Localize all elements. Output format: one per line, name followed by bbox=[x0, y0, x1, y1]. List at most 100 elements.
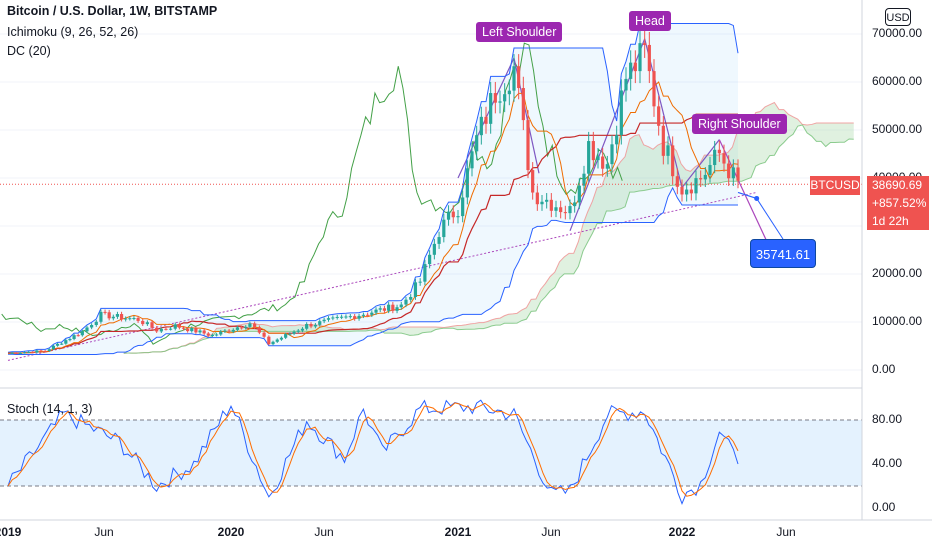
candle-body bbox=[643, 43, 647, 45]
candle-body bbox=[164, 328, 168, 330]
candle-body bbox=[675, 176, 679, 187]
candle-body bbox=[94, 321, 98, 326]
candle-body bbox=[159, 328, 163, 332]
candle-body bbox=[300, 328, 305, 331]
candle-body bbox=[370, 312, 374, 315]
price-axis-label: 20000.00 bbox=[872, 266, 923, 280]
candle-body bbox=[694, 178, 698, 194]
candle-body bbox=[103, 311, 107, 313]
candle-body bbox=[615, 135, 619, 145]
candle-body bbox=[465, 168, 469, 198]
candle-body bbox=[72, 335, 76, 340]
candle-body bbox=[391, 304, 395, 311]
stoch-legend[interactable]: Stoch (14, 1, 3) bbox=[7, 402, 93, 416]
candle-body bbox=[526, 120, 530, 171]
target-price-label[interactable]: 35741.61 bbox=[750, 239, 816, 268]
donchian-upper bbox=[7, 23, 739, 353]
candle-body bbox=[498, 101, 502, 103]
ichimoku-legend[interactable]: Ichimoku (9, 26, 52, 26) bbox=[7, 25, 139, 39]
candle-body bbox=[35, 350, 39, 353]
candle-body bbox=[43, 350, 47, 352]
candle-body bbox=[657, 106, 661, 126]
candle-body bbox=[395, 307, 399, 311]
candle-body bbox=[90, 325, 94, 328]
candle-body bbox=[194, 328, 198, 333]
candle-body bbox=[517, 66, 521, 89]
candle-body bbox=[624, 78, 628, 91]
time-axis-label: 2020 bbox=[217, 525, 245, 539]
candle-body bbox=[479, 116, 483, 136]
candle-body bbox=[507, 90, 511, 95]
candle-body bbox=[202, 330, 206, 334]
candle-body bbox=[64, 340, 68, 344]
stochastic-pane[interactable] bbox=[0, 399, 862, 505]
candle-body bbox=[198, 330, 202, 333]
candle-body bbox=[456, 216, 460, 218]
candle-body bbox=[512, 66, 516, 91]
candle-body bbox=[60, 343, 64, 345]
candle-body bbox=[128, 318, 132, 320]
candle-body bbox=[689, 189, 693, 194]
candle-body bbox=[366, 314, 370, 316]
candle-body bbox=[305, 324, 309, 329]
price-pane[interactable] bbox=[0, 23, 862, 371]
candle-body bbox=[554, 207, 558, 211]
candle-body bbox=[27, 351, 31, 353]
candle-body bbox=[596, 156, 600, 161]
candle-body bbox=[262, 332, 266, 337]
candle-body bbox=[253, 323, 257, 328]
candle-body bbox=[475, 135, 479, 152]
currency-button[interactable]: USD bbox=[885, 8, 911, 26]
candle-body bbox=[437, 237, 441, 244]
candle-body bbox=[428, 254, 432, 265]
candle-body bbox=[647, 44, 651, 72]
candle-body bbox=[348, 316, 352, 318]
candle-body bbox=[736, 167, 740, 181]
candle-body bbox=[423, 264, 427, 282]
left-shoulder-label[interactable]: Left Shoulder bbox=[476, 22, 563, 42]
candle-body bbox=[275, 339, 279, 342]
head-label[interactable]: Head bbox=[629, 11, 671, 31]
bar-countdown: 1d 22h bbox=[872, 214, 909, 228]
candle-body bbox=[713, 149, 717, 166]
candle-body bbox=[484, 116, 488, 124]
candle-body bbox=[418, 281, 422, 283]
last-price: 38690.69 bbox=[872, 178, 923, 192]
ticker-label: BTCUSD bbox=[810, 176, 860, 195]
candle-body bbox=[99, 311, 103, 322]
candle-body bbox=[244, 326, 248, 328]
candle-body bbox=[85, 327, 89, 332]
price-axis-label: 0.00 bbox=[872, 362, 896, 376]
candle-body bbox=[206, 333, 210, 336]
candle-body bbox=[638, 43, 642, 72]
candle-body bbox=[549, 199, 553, 211]
candle-body bbox=[731, 167, 735, 179]
candle-body bbox=[177, 324, 181, 328]
candle-body bbox=[629, 62, 633, 79]
last-price-box: 38690.69 +857.52% 1d 22h bbox=[867, 176, 929, 230]
donchian-fill bbox=[8, 23, 738, 355]
candle-body bbox=[80, 331, 84, 336]
candle-body bbox=[124, 318, 128, 320]
candle-body bbox=[582, 173, 586, 186]
time-axis-label: Jun bbox=[541, 525, 561, 539]
candle-body bbox=[219, 331, 223, 335]
candle-body bbox=[51, 345, 56, 350]
donchian-legend[interactable]: DC (20) bbox=[7, 44, 51, 58]
candle-body bbox=[661, 125, 665, 156]
candle-body bbox=[451, 211, 455, 218]
kijun-sen bbox=[7, 113, 738, 354]
right-shoulder-label[interactable]: Right Shoulder bbox=[692, 114, 787, 134]
candle-body bbox=[257, 327, 261, 333]
candle-body bbox=[10, 352, 14, 354]
candle-body bbox=[409, 296, 413, 300]
candle-body bbox=[461, 197, 465, 217]
candle-body bbox=[223, 330, 227, 332]
candle-body bbox=[313, 324, 317, 327]
candle-body bbox=[326, 318, 331, 320]
candle-body bbox=[619, 90, 623, 136]
candle-body bbox=[535, 192, 539, 205]
target-point bbox=[754, 195, 760, 201]
symbol-title[interactable]: Bitcoin / U.S. Dollar, 1W, BITSTAMP bbox=[7, 4, 218, 18]
